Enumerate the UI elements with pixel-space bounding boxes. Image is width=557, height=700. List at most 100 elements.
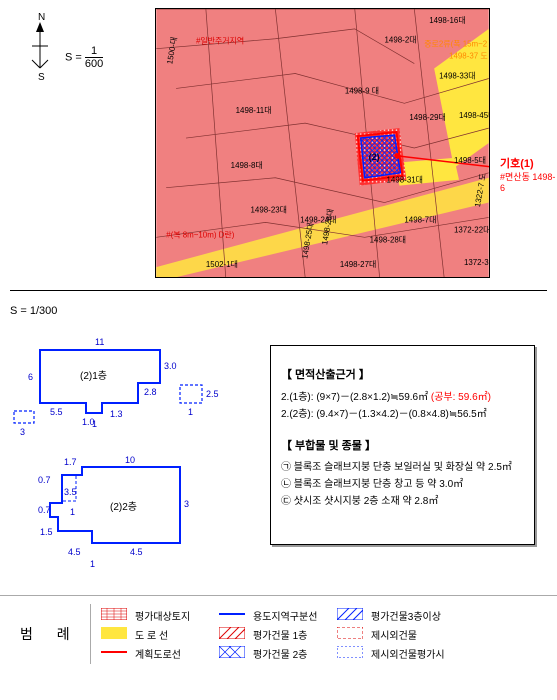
legend-label: 제시외건물 [371, 627, 461, 642]
legend-swatch [219, 646, 249, 661]
parcel-label: 1498-23대 [251, 205, 287, 214]
swatch-icon [337, 608, 363, 620]
legend-label: 용도지역구분선 [253, 608, 333, 623]
svg-text:1.5: 1.5 [40, 527, 53, 537]
compass-icon: N S [20, 10, 60, 82]
svg-text:3: 3 [184, 499, 189, 509]
svg-text:5.5: 5.5 [50, 407, 63, 417]
parcel-label: 1372-30대 [464, 258, 489, 267]
legend-label: 평가건물3층이상 [371, 608, 461, 623]
svg-text:4.5: 4.5 [68, 547, 81, 557]
cadastral-map: (2) 1498-16대 1498-2대 1498-33대 1498-9 대 1498-… [155, 8, 490, 278]
svg-text:S: S [38, 72, 45, 82]
legend-swatch [101, 646, 131, 661]
floor1-plan: 11 3.0 2.8 6 5.5 1.0 1.3 1 (2)1층 2.5 1 3… [10, 337, 219, 437]
parcel-label: 1498-31대 [387, 176, 423, 185]
scale-den: 600 [85, 58, 103, 70]
mid-section: S = 1/300 11 3.0 2.8 6 5.5 1.0 1.3 1 (2)… [0, 295, 557, 595]
floor2-plan: 1.7 10 0.7 3.5 0.7 1 1.5 4.5 4.5 1 3 (2)… [38, 455, 189, 569]
legend-label: 평가건물 2층 [253, 646, 333, 661]
swatch-icon [219, 608, 245, 620]
callout-sub: #면산동 1498-6 [500, 170, 557, 193]
legend-label: 도 로 선 [135, 627, 215, 642]
svg-text:1: 1 [92, 419, 97, 429]
calc-heading-attach: 【 부합물 및 종물 】 [281, 437, 524, 456]
legend-swatch [337, 627, 367, 642]
parcel-label: 1372-22대 [454, 225, 489, 234]
top-section: N S S = 1 600 [0, 0, 557, 286]
legend-title: 범 례 [10, 624, 90, 644]
legend-swatch [337, 646, 367, 661]
parcel-label: 1498-29대 [409, 113, 445, 122]
svg-text:(2): (2) [369, 152, 380, 162]
calc-line: 2.(1층): (9×7)－(2.8×1.2)≒59.6㎡ (공부: 59.6㎡… [281, 389, 524, 406]
parcel-label: 1498-16대 [429, 16, 465, 25]
swatch-icon [219, 627, 245, 639]
svg-text:10: 10 [125, 455, 135, 465]
parcel-label: 1498-2대 [385, 36, 417, 45]
svg-text:1.3: 1.3 [110, 409, 123, 419]
calc-line: ㉡ 블록조 슬래브지붕 단층 창고 등 약 3.0㎡ [281, 476, 524, 493]
swatch-icon [337, 627, 363, 639]
swatch-icon [101, 646, 127, 658]
parcel-label: 1498-5대 [454, 156, 486, 165]
parcel-label: 1498-33대 [439, 71, 475, 80]
legend-swatch [101, 608, 131, 623]
mid-scale: S = 1/300 [10, 305, 547, 317]
calculation-box: 【 면적산출근거 】 2.(1층): (9×7)－(2.8×1.2)≒59.6㎡… [270, 345, 535, 545]
svg-text:N: N [38, 12, 45, 23]
scale-prefix: S = [65, 51, 82, 63]
calc-line: ㉠ 블록조 슬래브지붕 단층 보일러실 및 화장실 약 2.5㎡ [281, 459, 524, 476]
legend-label: 평가건물 1층 [253, 627, 333, 642]
svg-text:11: 11 [95, 337, 104, 347]
legend-swatch [219, 627, 249, 642]
parcel-label: 1502-1대 [206, 260, 238, 269]
svg-text:2.5: 2.5 [206, 389, 219, 399]
svg-text:0.7: 0.7 [38, 475, 51, 485]
svg-text:6: 6 [28, 372, 33, 382]
scale-num: 1 [85, 45, 103, 58]
compass-scale: S = 1 600 [65, 45, 103, 70]
compass: N S S = 1 600 [10, 10, 140, 90]
map-annotation: 중로2류(폭 15m~2 [424, 40, 488, 49]
swatch-icon [101, 627, 127, 639]
parcel-label: 1498-9 대 [345, 86, 379, 95]
parcel-label: 1498-8대 [231, 161, 263, 170]
parcel-label: 1498-11대 [236, 106, 272, 115]
swatch-icon [337, 646, 363, 658]
legend-section: 범 례 평가대상토지용도지역구분선평가건물3층이상도 로 선평가건물 1층제시외… [0, 595, 557, 672]
svg-text:(2)2층: (2)2층 [110, 501, 137, 513]
parcel-label: 1498-27대 [340, 260, 376, 269]
swatch-icon [101, 608, 127, 620]
svg-text:(2)1층: (2)1층 [80, 370, 107, 382]
calc-heading-area: 【 면적산출근거 】 [281, 366, 524, 385]
svg-text:2.8: 2.8 [144, 387, 157, 397]
parcel-label: 1498-28대 [370, 235, 406, 244]
svg-text:1: 1 [188, 407, 193, 417]
svg-text:1: 1 [70, 507, 75, 517]
map-annotation: #(복 8m~10m) D란) [166, 229, 235, 239]
callout-title: 기호(1) [500, 155, 534, 171]
swatch-icon [219, 646, 245, 658]
floor-plans: 11 3.0 2.8 6 5.5 1.0 1.3 1 (2)1층 2.5 1 3… [10, 325, 250, 585]
legend-label: 계획도로선 [135, 646, 215, 661]
legend-separator [90, 604, 91, 664]
divider [10, 290, 547, 291]
svg-text:3.0: 3.0 [164, 361, 177, 371]
svg-text:3: 3 [20, 427, 25, 437]
legend-label: 평가대상토지 [135, 608, 215, 623]
svg-text:1.7: 1.7 [64, 457, 77, 467]
map-annotation: #일반주거지역 [196, 36, 244, 46]
calc-line: ㉢ 샷시조 샷시지붕 2층 소재 약 2.8㎡ [281, 493, 524, 510]
parcel-label: 1498-7대 [404, 215, 436, 224]
parcel-label: 1498-45대 [459, 111, 489, 120]
legend-swatch [101, 627, 131, 642]
calc-line: 2.(2층): (9.4×7)－(1.3×4.2)－(0.8×4.8)≒56.5… [281, 406, 524, 423]
legend-grid: 평가대상토지 용도지역구분선 평가건물3층이상도 로 선 평가건물 1층 제시외건물계획… [101, 608, 461, 661]
legend-swatch [337, 608, 367, 623]
legend-label: 제시외건물평가시 [371, 646, 461, 661]
svg-text:4.5: 4.5 [130, 547, 143, 557]
legend-swatch [219, 608, 249, 623]
svg-text:1: 1 [90, 559, 95, 569]
svg-text:3.5: 3.5 [64, 487, 77, 497]
